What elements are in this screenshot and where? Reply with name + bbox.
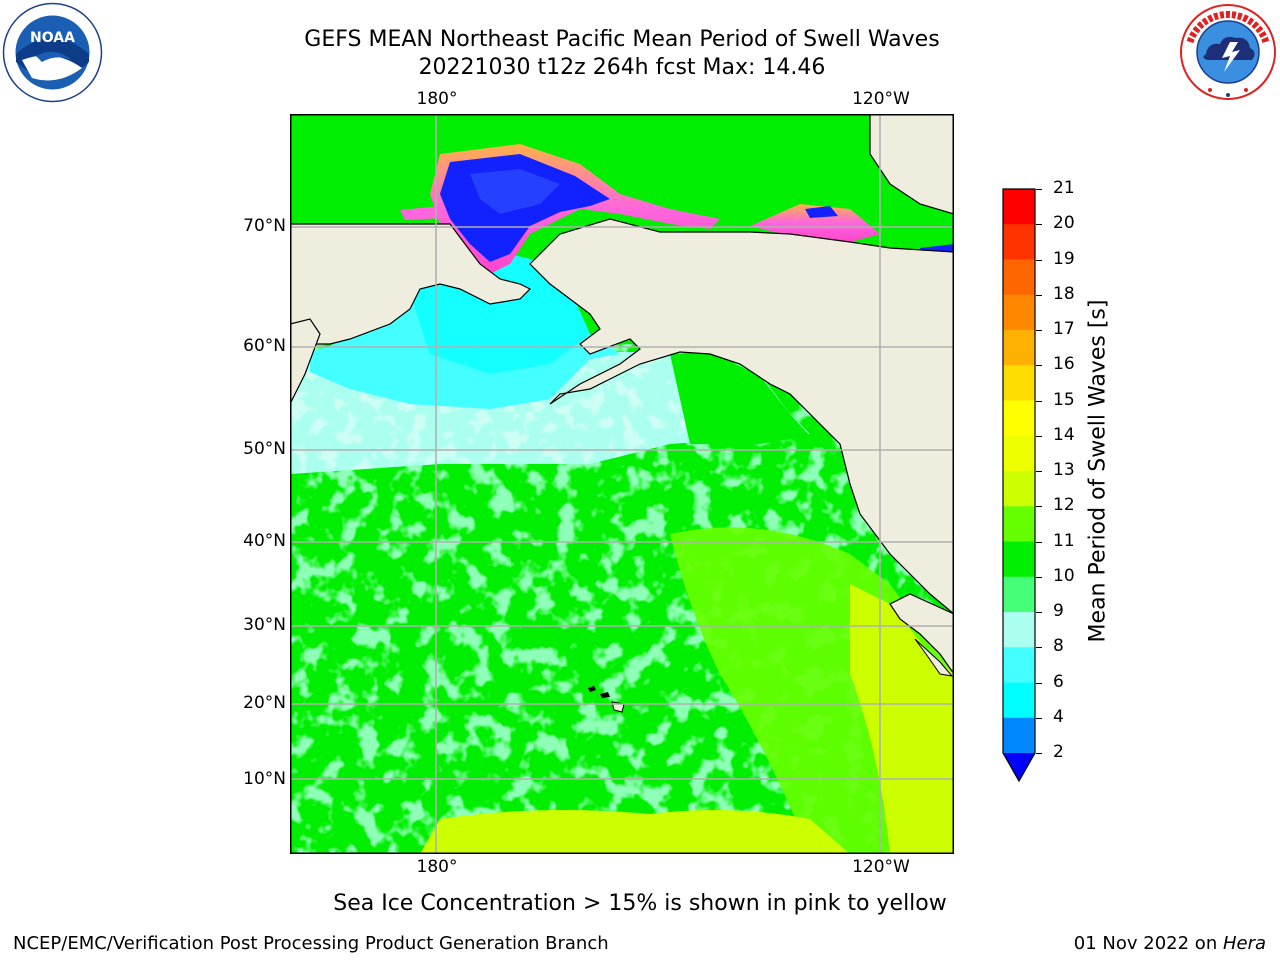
swell-period-map [289,113,955,854]
colorbar-label: Mean Period of Swell Waves [s] [1085,299,1111,643]
colorbar-tick-mark [1036,471,1042,472]
footer-host: Hera [1222,933,1266,954]
lon-label-bottom-120w: 120°W [852,857,910,877]
colorbar-band [1003,682,1035,719]
colorbar-tick-mark [1036,330,1042,331]
colorbar-band [1003,647,1035,683]
colorbar-tick-label: 20 [1053,213,1075,234]
colorbar-tick-label: 4 [1053,706,1064,727]
colorbar-tick-label: 19 [1053,248,1075,269]
footer-date-text: 01 Nov 2022 on [1073,933,1223,954]
land-alaska-canada [529,218,955,616]
sea-ice-note: Sea Ice Concentration > 15% is shown in … [333,891,947,916]
sea-ice-beaufort [750,204,880,242]
land-siberia [289,223,532,347]
colorbar-outline [1002,188,1036,783]
colorbar [1002,188,1036,783]
colorbar-tick-mark [1036,294,1042,296]
colorbar-tick-mark [1036,717,1042,719]
colorbar-band [1003,541,1035,578]
chart-subtitle: 20221030 t12z 264h fcst Max: 14.46 [418,55,826,80]
colorbar-tick-label: 8 [1053,636,1064,657]
colorbar-tick-label: 17 [1053,319,1075,339]
colorbar-tick-label: 18 [1053,283,1075,304]
lat-label-40n: 40°N [243,531,286,551]
footer-date: 01 Nov 2022 on Hera [1074,933,1266,954]
colorbar-tick-mark [1036,224,1042,226]
colorbar-band [1003,189,1035,225]
noaa-logo: NOAA [2,2,103,103]
colorbar-band [1003,224,1035,260]
map-panel[interactable] [289,113,955,854]
graticule [290,114,954,854]
colorbar-tick-label: 10 [1053,565,1075,586]
lat-label-70n: 70°N [243,216,286,236]
colorbar-tick-label: 9 [1053,601,1064,621]
colorbar-band [1003,612,1035,648]
colorbar-tick-label: 13 [1053,460,1075,480]
ocean-13-14s-south [420,810,850,854]
colorbar-tick-mark [1036,576,1042,578]
colorbar-band [1003,400,1035,437]
colorbar-tick-label: 12 [1053,495,1075,516]
colorbar-band [1003,365,1035,401]
colorbar-band [1003,294,1035,331]
nws-logo [1178,2,1278,102]
lat-label-60n: 60°N [243,336,286,356]
colorbar-tick-label: 21 [1053,178,1075,198]
noaa-logo-text: NOAA [30,30,75,46]
colorbar-tick-mark [1036,189,1042,190]
colorbar-tick-mark [1036,612,1042,613]
lat-label-50n: 50°N [243,439,286,459]
lat-label-30n: 30°N [243,615,286,635]
colorbar-tick-label: 15 [1053,389,1075,410]
colorbar-band [1003,471,1035,507]
colorbar-tick-mark [1036,753,1042,754]
map-border [290,114,954,854]
colorbar-tick-mark [1036,259,1042,261]
lon-label-top-120w: 120°W [852,89,910,109]
footer-credit: NCEP/EMC/Verification Post Processing Pr… [13,933,609,954]
colorbar-tick-mark [1036,365,1042,367]
colorbar-band [1003,506,1035,542]
colorbar-tick-label: 11 [1053,530,1075,551]
lat-label-20n: 20°N [243,693,286,713]
colorbar-tick-mark [1036,682,1042,684]
gulf-of-alaska-green [670,352,810,444]
colorbar-tick-label: 6 [1053,671,1064,692]
colorbar-tick-label: 16 [1053,354,1075,375]
colorbar-tick-mark [1036,506,1042,508]
colorbar-band [1003,330,1035,366]
colorbar-tick-mark [1036,541,1042,543]
colorbar-band [1003,435,1035,472]
colorbar-under-arrow [1003,753,1035,781]
colorbar-tick-mark [1036,647,1042,649]
lon-label-top-180: 180° [416,89,458,109]
colorbar-tick-mark [1036,400,1042,402]
lon-label-bottom-180: 180° [416,857,458,877]
colorbar-band [1003,259,1035,296]
lat-label-10n: 10°N [243,769,286,789]
colorbar-tick-label: 2 [1053,742,1064,762]
colorbar-band [1003,576,1035,613]
colorbar-tick-mark [1036,435,1042,437]
colorbar-band [1003,717,1035,754]
chart-title: GEFS MEAN Northeast Pacific Mean Period … [304,27,940,52]
land-hawaii [588,686,596,692]
colorbar-tick-label: 14 [1053,424,1075,445]
